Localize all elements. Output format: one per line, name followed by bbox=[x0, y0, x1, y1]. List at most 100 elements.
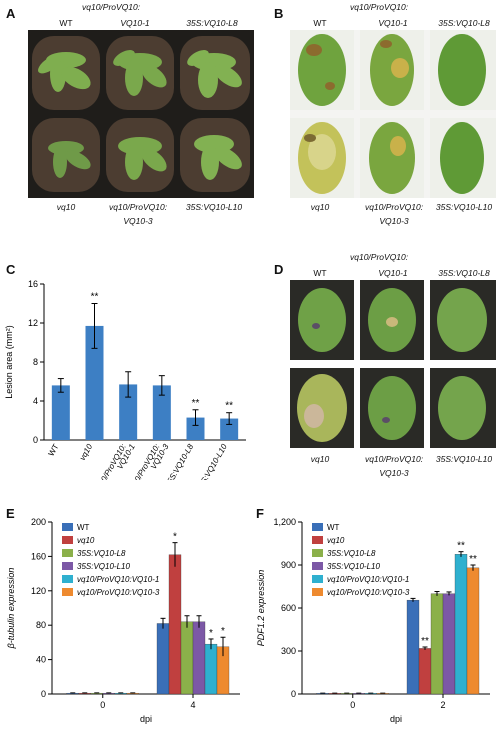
panel-b-bottom-label: vq10/ProVQ10: bbox=[364, 202, 424, 212]
pot-vq10-1 bbox=[106, 36, 174, 110]
bar bbox=[51, 385, 70, 440]
bar bbox=[418, 648, 432, 695]
panel-b-group-label: vq10/ProVQ10: bbox=[350, 2, 409, 12]
y-tick-label: 1,200 bbox=[273, 517, 296, 527]
panel-b-top-label: VQ10-1 bbox=[378, 18, 408, 28]
legend-swatch bbox=[312, 588, 323, 596]
x-tick-label: 0 bbox=[350, 700, 355, 710]
pot-35s-l10 bbox=[180, 118, 250, 192]
panel-a-top-label: WT bbox=[59, 18, 73, 28]
panel-b-photo bbox=[290, 30, 496, 198]
x-tick-label: vq10 bbox=[78, 442, 95, 462]
legend-swatch bbox=[62, 523, 73, 531]
y-axis-label: Lesion area (mm²) bbox=[4, 325, 14, 399]
panel-d-bottom-sub: VQ10-3 bbox=[379, 468, 409, 478]
legend-entry: vq10/ProVQ10:VQ10-1 bbox=[327, 575, 409, 584]
significance-label: ** bbox=[421, 636, 429, 647]
significance-label: * bbox=[209, 628, 213, 639]
leaf-wt-d bbox=[290, 280, 354, 360]
panel-a-group-label: vq10/ProVQ10: bbox=[82, 2, 141, 12]
x-tick-label: 35S:VQ10-L10 bbox=[195, 442, 230, 480]
bar bbox=[220, 418, 239, 440]
bar bbox=[192, 621, 206, 695]
bar bbox=[454, 554, 468, 695]
panel-a-photo bbox=[28, 30, 254, 198]
x-axis-label: dpi bbox=[390, 714, 402, 724]
leaf-wt-b bbox=[290, 30, 354, 110]
panel-b-letter: B bbox=[274, 6, 284, 21]
panel-b-bottom-label: vq10 bbox=[310, 202, 330, 212]
y-tick-label: 16 bbox=[28, 279, 38, 289]
panel-f-letter: F bbox=[256, 506, 264, 521]
panel-a-bottom-label: 35S:VQ10-L10 bbox=[185, 202, 243, 212]
legend-entry: vq10 bbox=[77, 536, 95, 545]
panel-b-bottom-label: 35S:VQ10-L10 bbox=[435, 202, 493, 212]
panel-b-top-label: 35S:VQ10-L8 bbox=[438, 18, 490, 28]
legend-entry: vq10/ProVQ10:VQ10-3 bbox=[77, 588, 160, 597]
bar bbox=[430, 593, 444, 695]
y-tick-label: 8 bbox=[33, 357, 38, 367]
leaf-35s-l8-d bbox=[430, 280, 496, 360]
y-tick-label: 600 bbox=[281, 603, 296, 613]
panel-d-letter: D bbox=[274, 262, 284, 277]
panel-d-top-label: WT bbox=[313, 268, 327, 278]
panel-e-letter: E bbox=[6, 506, 15, 521]
pot-vq10 bbox=[32, 118, 100, 192]
leaf-35s-l10-d bbox=[430, 368, 496, 448]
pot-wt bbox=[32, 36, 100, 110]
panel-d-group-label: vq10/ProVQ10: bbox=[350, 252, 409, 262]
significance-label: * bbox=[221, 626, 225, 637]
panel-a-bottom-label: vq10 bbox=[56, 202, 76, 212]
leaf-vq10-3-d bbox=[360, 368, 424, 448]
legend-swatch bbox=[62, 575, 73, 583]
bar bbox=[180, 621, 194, 695]
significance-label: ** bbox=[225, 401, 233, 412]
y-tick-label: 12 bbox=[28, 318, 38, 328]
x-axis-label: dpi bbox=[140, 714, 152, 724]
y-tick-label: 200 bbox=[31, 517, 46, 527]
significance-label: ** bbox=[91, 292, 99, 303]
x-tick-label: 4 bbox=[190, 700, 195, 710]
y-tick-label: 300 bbox=[281, 646, 296, 656]
legend-swatch bbox=[62, 562, 73, 570]
leaf-vq10-1-d bbox=[360, 280, 424, 360]
legend-swatch bbox=[312, 562, 323, 570]
panel-d-bottom-label: 35S:VQ10-L10 bbox=[435, 454, 493, 464]
legend-entry: vq10/ProVQ10:VQ10-1 bbox=[77, 575, 159, 584]
y-tick-label: 80 bbox=[36, 620, 46, 630]
leaf-35s-l8-b bbox=[430, 30, 496, 110]
y-tick-label: 0 bbox=[291, 689, 296, 699]
bar bbox=[204, 643, 218, 695]
legend-swatch bbox=[62, 588, 73, 596]
legend-entry: 35S:VQ10-L8 bbox=[327, 549, 376, 558]
y-tick-label: 4 bbox=[33, 396, 38, 406]
x-tick-label: WT bbox=[47, 442, 61, 457]
legend-entry: 35S:VQ10-L8 bbox=[77, 549, 126, 558]
y-tick-label: 120 bbox=[31, 586, 46, 596]
y-tick-label: 40 bbox=[36, 655, 46, 665]
significance-label: * bbox=[173, 532, 177, 543]
legend-swatch bbox=[312, 523, 323, 531]
leaf-vq10-d bbox=[290, 368, 354, 448]
legend-swatch bbox=[62, 536, 73, 544]
legend-swatch bbox=[312, 549, 323, 557]
significance-label: ** bbox=[469, 554, 477, 565]
bar bbox=[406, 599, 420, 695]
bar bbox=[442, 593, 456, 695]
legend-swatch bbox=[62, 549, 73, 557]
panel-d-top-label: VQ10-1 bbox=[378, 268, 408, 278]
x-tick-label: 0 bbox=[100, 700, 105, 710]
panel-d-bottom-label: vq10/ProVQ10: bbox=[364, 454, 424, 464]
bar bbox=[85, 325, 104, 440]
panel-b-bottom-sub: VQ10-3 bbox=[379, 216, 409, 226]
legend-entry: vq10 bbox=[327, 536, 345, 545]
y-axis-label: PDF1.2 expression bbox=[256, 570, 266, 647]
bar bbox=[466, 567, 480, 695]
panel-a-top-label: VQ10-1 bbox=[120, 18, 150, 28]
x-tick-label: 2 bbox=[440, 700, 445, 710]
pot-vq10-3 bbox=[106, 118, 174, 192]
bar bbox=[186, 417, 205, 440]
bar bbox=[156, 623, 170, 695]
panel-c-letter: C bbox=[6, 262, 16, 277]
